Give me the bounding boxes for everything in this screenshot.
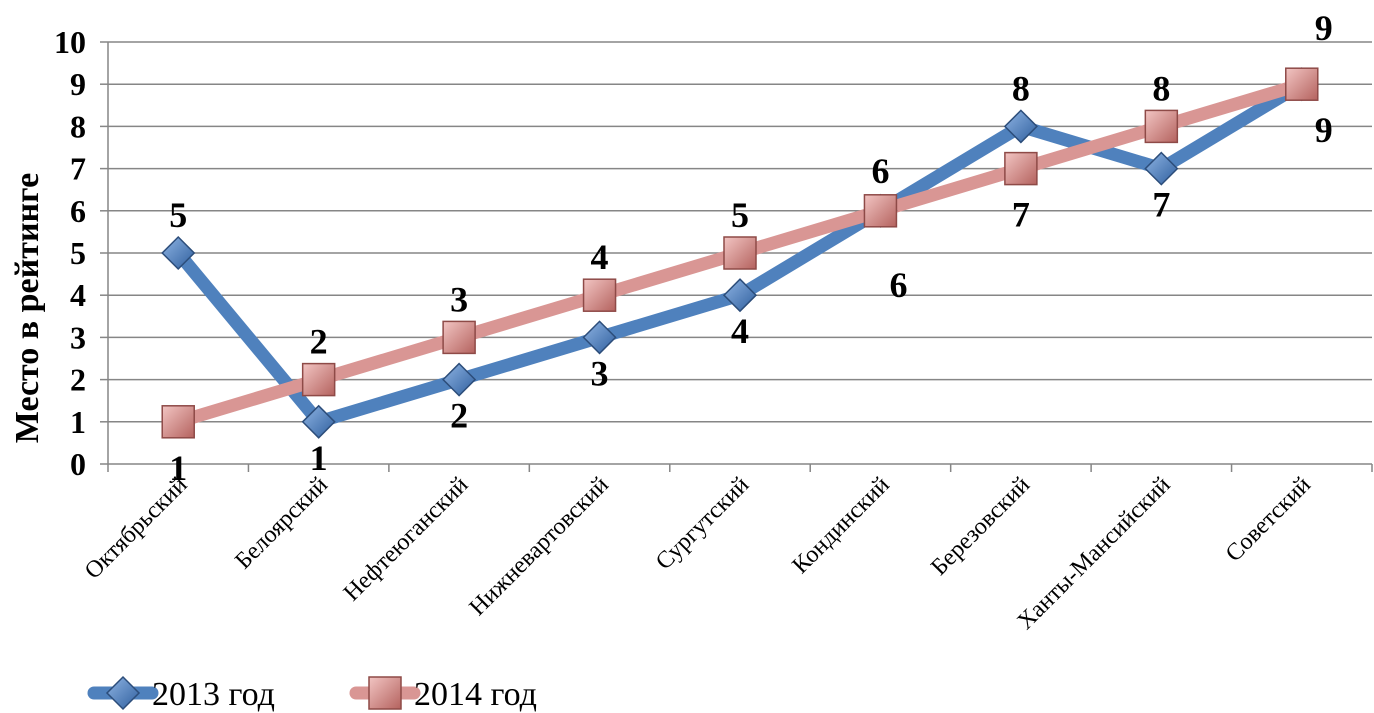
data-point-series-2 [301, 362, 336, 397]
x-tick-labels: Октябрьский Белоярский НефтеюганскийНижнев… [80, 472, 1316, 635]
data-point-series-2 [1144, 109, 1179, 144]
data-labels: 5 1 2 3 4 6 8 7 9 1 2 3 4 5 6 7 8 9 [169, 8, 1333, 488]
data-label-series-1: 5 [169, 195, 187, 235]
data-point-series-1 [161, 235, 196, 271]
data-label-series-1: 9 [1315, 8, 1333, 48]
data-label-series-1: 7 [1152, 185, 1170, 225]
data-point-series-2 [863, 194, 898, 228]
y-tick-label: 5 [70, 235, 86, 271]
series [161, 67, 1319, 439]
legend-label-2: 2014 год [414, 676, 537, 713]
data-label-series-2: 1 [169, 448, 187, 488]
data-label-series-1: 2 [450, 396, 468, 436]
data-point-series-1 [1003, 109, 1038, 144]
data-point-series-1 [582, 320, 617, 355]
data-label-series-2: 7 [1012, 195, 1030, 235]
data-label-series-2: 4 [591, 237, 609, 277]
data-point-series-2 [1285, 67, 1319, 101]
data-label-series-1: 6 [871, 151, 889, 191]
y-tick-label: 1 [70, 404, 86, 440]
x-tick-label: Сургутский [651, 472, 754, 575]
data-point-series-2 [161, 405, 195, 439]
y-tick-label: 2 [70, 362, 86, 398]
x-tick-label: Белоярский [230, 472, 333, 575]
x-tick-label: Нефтеюганский [339, 472, 474, 607]
legend-marker-1 [105, 675, 141, 711]
data-label-series-2: 9 [1315, 110, 1333, 150]
y-tick-labels: 0 1 2 3 4 5 6 7 8 9 10 [54, 24, 86, 482]
data-point-series-2 [1004, 151, 1038, 186]
data-point-series-2 [442, 320, 476, 355]
y-tick-label: 0 [70, 446, 86, 482]
y-tick-label: 3 [70, 319, 86, 355]
data-label-series-1: 3 [591, 353, 609, 393]
axes [100, 41, 1373, 472]
y-tick-label: 9 [70, 66, 86, 102]
data-label-series-1: 4 [731, 311, 749, 351]
y-tick-label: 6 [70, 193, 86, 229]
x-tick-label: Ханты-Мансийский [1013, 472, 1176, 635]
y-tick-label: 8 [70, 108, 86, 144]
x-tick-label: Нижневартовский [465, 472, 614, 621]
data-label-series-2: 2 [310, 322, 328, 362]
data-point-series-1 [722, 278, 758, 313]
data-label-series-2: 6 [889, 265, 907, 305]
data-label-series-1: 1 [310, 438, 328, 478]
y-tick-label: 10 [54, 24, 86, 60]
x-tick-label: Советский [1221, 472, 1316, 567]
y-tick-label: 7 [70, 151, 86, 187]
legend-marker-2 [368, 676, 402, 710]
legend: 2013 год 2014 год [87, 675, 537, 713]
data-point-series-2 [723, 236, 757, 270]
data-label-series-2: 3 [450, 279, 468, 319]
data-label-series-2: 8 [1152, 68, 1170, 108]
data-point-series-2 [582, 278, 617, 312]
data-label-series-2: 5 [731, 195, 749, 235]
legend-label-1: 2013 год [152, 676, 275, 713]
data-label-series-1: 8 [1012, 68, 1030, 108]
x-tick-label: Октябрьский [80, 472, 193, 585]
data-point-series-1 [301, 404, 336, 439]
data-point-series-1 [1144, 151, 1179, 186]
data-point-series-1 [442, 362, 477, 397]
y-tick-label: 4 [70, 277, 86, 313]
x-tick-label: Кондинский [788, 472, 895, 579]
x-tick-label: Березовский [926, 472, 1035, 581]
y-axis-title: Место в рейтинге [9, 173, 46, 443]
